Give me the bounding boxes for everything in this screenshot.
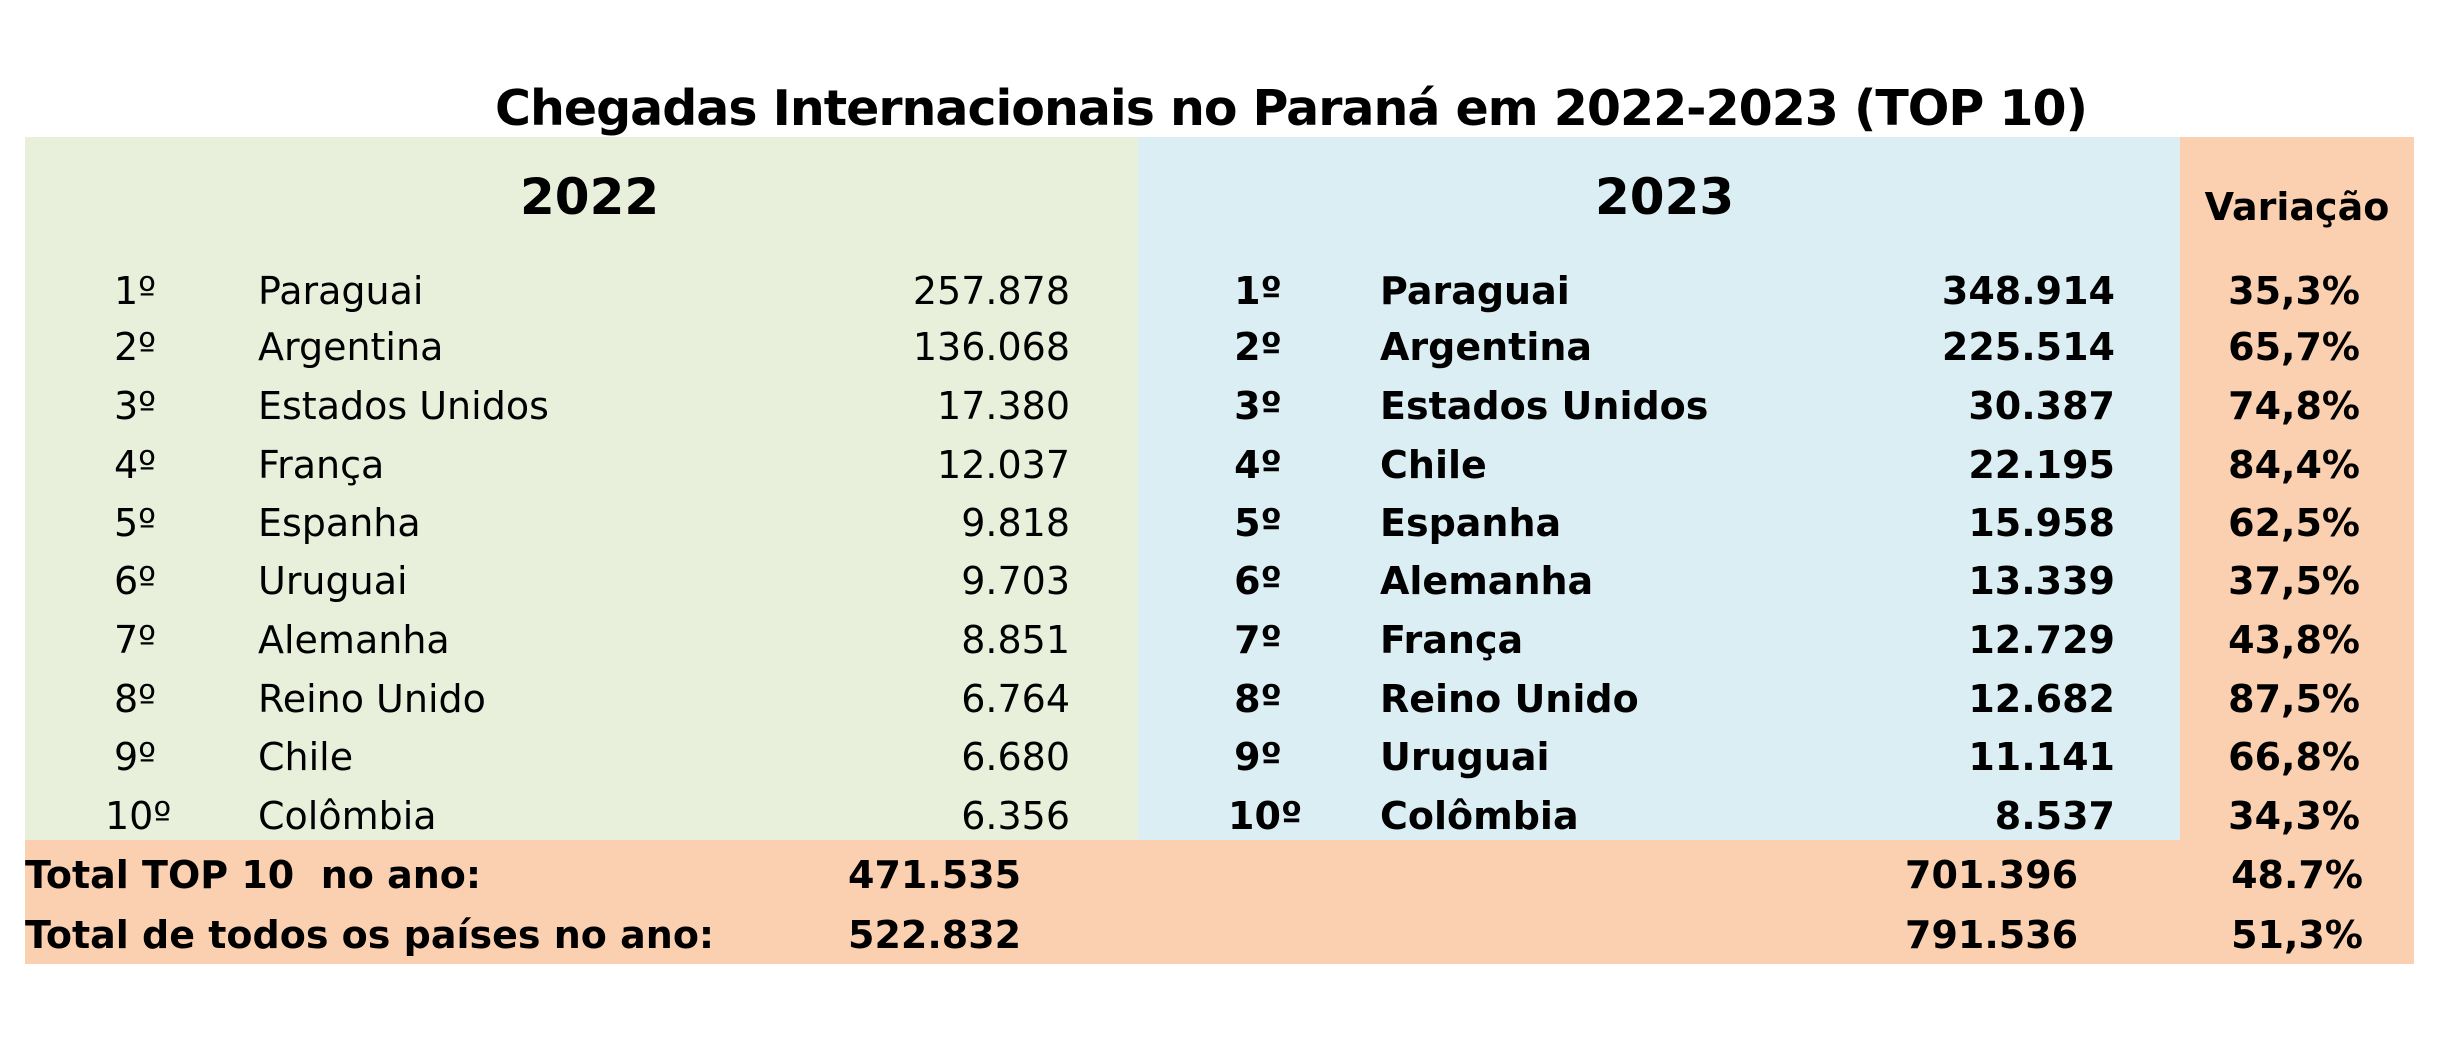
rank-2023: 3º: [1234, 384, 1282, 428]
country-2023: Chile: [1380, 443, 1487, 487]
country-2023: Uruguai: [1380, 735, 1550, 779]
total-2023: 701.396: [1905, 853, 2079, 897]
country-2022: Argentina: [258, 325, 444, 369]
variation-value: 35,3%: [2228, 269, 2360, 313]
total-2022: 471.535: [848, 853, 1022, 897]
rank-2022: 3º: [113, 384, 157, 428]
total-2023: 791.536: [1905, 913, 2079, 957]
table-row: 3º Estados Unidos 17.380 3º Estados Unidos 30…: [0, 377, 2442, 435]
variation-value: 66,8%: [2228, 735, 2360, 779]
value-2023: 22.195: [1968, 443, 2115, 487]
value-2022: 6.764: [961, 677, 1070, 721]
value-2023: 30.387: [1968, 384, 2115, 428]
variation-value: 34,3%: [2228, 794, 2360, 838]
rank-2023: 2º: [1234, 325, 1282, 369]
panel-2022: [25, 137, 1138, 840]
total-2022: 522.832: [848, 913, 1022, 957]
rank-2022: 6º: [113, 559, 157, 603]
table-row: 6º Uruguai 9.703 6º Alemanha 13.339 37,5%: [0, 552, 2442, 610]
table-row: 10º Colômbia 6.356 10º Colômbia 8.537 34,3%: [0, 787, 2442, 845]
rank-2022: 1º: [113, 269, 157, 313]
value-2022: 136.068: [912, 325, 1070, 369]
rank-2023: 9º: [1234, 735, 1282, 779]
panel-totals: [25, 840, 2414, 964]
table-row: 5º Espanha 9.818 5º Espanha 15.958 62,5%: [0, 494, 2442, 552]
table-title: Chegadas Internacionais no Paraná em 202…: [495, 80, 2088, 137]
variation-value: 87,5%: [2228, 677, 2360, 721]
total-variation: 48.7%: [2231, 853, 2363, 897]
panel-2023: [1138, 137, 2180, 840]
table-row: 4º França 12.037 4º Chile 22.195 84,4%: [0, 436, 2442, 494]
rank-2022: 4º: [113, 443, 157, 487]
value-2023: 15.958: [1968, 501, 2115, 545]
country-2022: Estados Unidos: [258, 384, 549, 428]
table-row: 1º Paraguai 257.878 1º Paraguai 348.914 35,3%: [0, 262, 2442, 320]
value-2022: 17.380: [937, 384, 1070, 428]
country-2022: Reino Unido: [258, 677, 486, 721]
rank-2023: 8º: [1234, 677, 1282, 721]
variation-value: 74,8%: [2228, 384, 2360, 428]
table-row: 7º Alemanha 8.851 7º França 12.729 43,8%: [0, 611, 2442, 669]
value-2022: 9.703: [961, 559, 1070, 603]
rank-2022: 5º: [113, 501, 157, 545]
country-2022: Colômbia: [258, 794, 437, 838]
value-2022: 8.851: [961, 618, 1070, 662]
value-2022: 257.878: [912, 269, 1070, 313]
value-2022: 9.818: [961, 501, 1070, 545]
country-2022: Uruguai: [258, 559, 408, 603]
country-2023: França: [1380, 618, 1524, 662]
country-2023: Reino Unido: [1380, 677, 1639, 721]
value-2023: 348.914: [1941, 269, 2115, 313]
value-2023: 11.141: [1968, 735, 2115, 779]
table-row: 8º Reino Unido 6.764 8º Reino Unido 12.682 87,…: [0, 670, 2442, 728]
rank-2023: 6º: [1234, 559, 1282, 603]
totals-label: Total de todos os países no ano:: [25, 913, 715, 957]
variation-value: 62,5%: [2228, 501, 2360, 545]
rank-2023: 7º: [1234, 618, 1282, 662]
heading-2023: 2023: [1595, 168, 1735, 226]
country-2023: Alemanha: [1380, 559, 1594, 603]
value-2023: 225.514: [1941, 325, 2115, 369]
heading-variation: Variação: [2204, 185, 2390, 229]
table-row: 2º Argentina 136.068 2º Argentina 225.514 65,7…: [0, 318, 2442, 376]
value-2023: 12.682: [1968, 677, 2115, 721]
country-2022: Espanha: [258, 501, 421, 545]
rank-2022: 8º: [113, 677, 157, 721]
country-2023: Argentina: [1380, 325, 1593, 369]
value-2022: 6.356: [961, 794, 1070, 838]
rank-2023: 4º: [1234, 443, 1282, 487]
panel-variation: [2180, 137, 2414, 840]
table-row: 9º Chile 6.680 9º Uruguai 11.141 66,8%: [0, 728, 2442, 786]
rank-2023: 5º: [1234, 501, 1282, 545]
country-2023: Espanha: [1380, 501, 1562, 545]
country-2023: Colômbia: [1380, 794, 1579, 838]
total-variation: 51,3%: [2231, 913, 2363, 957]
rank-2022: 10º: [105, 794, 172, 838]
value-2022: 12.037: [937, 443, 1070, 487]
country-2023: Paraguai: [1380, 269, 1570, 313]
country-2022: Paraguai: [258, 269, 424, 313]
variation-value: 84,4%: [2228, 443, 2360, 487]
value-2023: 8.537: [1994, 794, 2115, 838]
variation-value: 43,8%: [2228, 618, 2360, 662]
rank-2023: 1º: [1234, 269, 1282, 313]
totals-label: Total TOP 10 no ano:: [25, 853, 482, 897]
heading-2022: 2022: [520, 168, 660, 226]
rank-2022: 7º: [113, 618, 157, 662]
value-2023: 12.729: [1968, 618, 2115, 662]
country-2022: Alemanha: [258, 618, 450, 662]
variation-value: 37,5%: [2228, 559, 2360, 603]
country-2023: Estados Unidos: [1380, 384, 1709, 428]
rank-2023: 10º: [1228, 794, 1303, 838]
country-2022: Chile: [258, 735, 354, 779]
value-2023: 13.339: [1968, 559, 2115, 603]
rank-2022: 2º: [113, 325, 157, 369]
variation-value: 65,7%: [2228, 325, 2360, 369]
rank-2022: 9º: [113, 735, 157, 779]
country-2022: França: [258, 443, 385, 487]
value-2022: 6.680: [961, 735, 1070, 779]
